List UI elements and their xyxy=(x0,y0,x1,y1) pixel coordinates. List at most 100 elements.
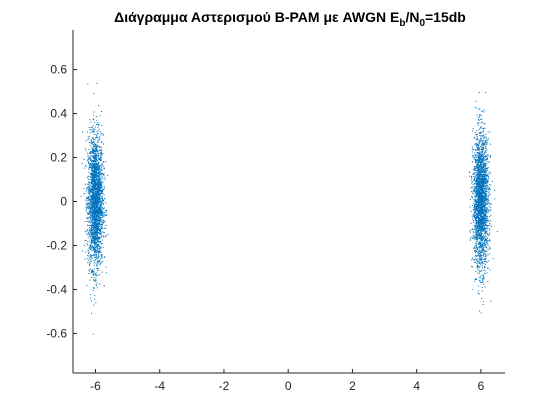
scatter-point-cluster-2 xyxy=(473,179,475,180)
scatter-point-cluster-2 xyxy=(482,243,484,245)
scatter-point-cluster-1 xyxy=(89,151,91,153)
scatter-point-cluster-1 xyxy=(101,202,103,204)
scatter-point-cluster-1 xyxy=(93,218,95,220)
scatter-point-cluster-2 xyxy=(482,210,484,212)
scatter-point-cluster-2 xyxy=(480,244,481,246)
scatter-point-cluster-2 xyxy=(483,252,484,254)
scatter-point-cluster-2 xyxy=(479,204,481,206)
scatter-point-cluster-2 xyxy=(478,174,480,176)
scatter-point-cluster-2 xyxy=(480,155,482,157)
scatter-point-cluster-2 xyxy=(482,228,484,230)
scatter-point-cluster-1 xyxy=(91,232,93,233)
scatter-point-cluster-2 xyxy=(485,171,487,173)
scatter-point-cluster-1 xyxy=(92,209,94,211)
scatter-point-cluster-2 xyxy=(485,228,487,230)
scatter-point-cluster-1 xyxy=(100,181,102,183)
scatter-point-cluster-1 xyxy=(87,198,88,199)
scatter-point-cluster-1 xyxy=(94,299,96,300)
scatter-point-cluster-2 xyxy=(477,180,479,182)
scatter-point-cluster-1 xyxy=(97,193,99,195)
scatter-point-cluster-1 xyxy=(100,262,102,264)
scatter-point-cluster-2 xyxy=(476,221,478,223)
scatter-point-cluster-2 xyxy=(479,235,481,237)
scatter-point-cluster-1 xyxy=(93,203,94,205)
scatter-point-cluster-2 xyxy=(478,158,480,160)
scatter-point-cluster-2 xyxy=(483,250,485,252)
scatter-point-cluster-1 xyxy=(92,164,94,166)
scatter-point-cluster-2 xyxy=(484,201,486,203)
scatter-point-cluster-1 xyxy=(91,197,93,199)
scatter-point-cluster-1 xyxy=(96,219,98,221)
scatter-point-cluster-1 xyxy=(94,162,96,164)
scatter-point-cluster-2 xyxy=(485,193,486,195)
scatter-point-cluster-2 xyxy=(478,290,479,292)
scatter-point-cluster-2 xyxy=(482,239,484,241)
scatter-point-cluster-1 xyxy=(91,174,93,175)
scatter-point-cluster-1 xyxy=(100,224,102,226)
scatter-point-cluster-1 xyxy=(105,228,107,230)
scatter-point-cluster-2 xyxy=(488,203,490,205)
scatter-point-cluster-1 xyxy=(102,143,104,145)
scatter-point-cluster-2 xyxy=(475,176,477,178)
scatter-point-cluster-2 xyxy=(481,262,482,264)
scatter-point-cluster-2 xyxy=(476,176,478,178)
scatter-point-cluster-2 xyxy=(479,219,481,221)
scatter-point-cluster-1 xyxy=(88,203,90,204)
scatter-point-cluster-2 xyxy=(487,242,489,244)
scatter-point-cluster-1 xyxy=(99,231,101,233)
scatter-point-cluster-2 xyxy=(486,226,488,228)
scatter-point-cluster-1 xyxy=(88,200,90,202)
scatter-point-cluster-1 xyxy=(97,169,99,170)
scatter-point-cluster-1 xyxy=(95,191,97,193)
scatter-point-cluster-1 xyxy=(100,246,102,248)
scatter-point-cluster-1 xyxy=(101,200,103,202)
scatter-point-cluster-2 xyxy=(486,220,488,222)
scatter-point-cluster-1 xyxy=(92,198,93,200)
scatter-point-cluster-2 xyxy=(477,234,479,236)
scatter-point-cluster-1 xyxy=(91,168,93,170)
scatter-point-cluster-1 xyxy=(103,222,104,224)
scatter-point-cluster-1 xyxy=(95,168,97,170)
scatter-point-cluster-1 xyxy=(100,228,102,230)
scatter-point-cluster-2 xyxy=(484,222,486,224)
scatter-point-cluster-2 xyxy=(480,232,482,234)
scatter-point-cluster-1 xyxy=(81,131,83,133)
scatter-point-cluster-2 xyxy=(477,261,479,263)
scatter-point-cluster-2 xyxy=(485,258,487,259)
scatter-point-cluster-2 xyxy=(486,167,487,169)
scatter-point-cluster-2 xyxy=(474,231,476,233)
scatter-point-cluster-2 xyxy=(485,142,487,144)
scatter-point-cluster-2 xyxy=(489,240,491,242)
scatter-point-cluster-2 xyxy=(484,272,486,274)
scatter-point-cluster-1 xyxy=(101,125,103,127)
scatter-point-cluster-1 xyxy=(98,105,100,106)
scatter-point-cluster-1 xyxy=(94,195,96,197)
scatter-point-cluster-1 xyxy=(102,212,104,214)
scatter-point-cluster-1 xyxy=(90,243,92,244)
scatter-point-cluster-2 xyxy=(485,175,487,176)
scatter-point-cluster-2 xyxy=(488,187,490,189)
scatter-point-cluster-1 xyxy=(93,214,95,216)
scatter-point-cluster-2 xyxy=(482,148,484,150)
scatter-point-cluster-1 xyxy=(86,212,88,214)
scatter-point-cluster-1 xyxy=(98,163,99,165)
scatter-point-cluster-1 xyxy=(96,217,98,219)
scatter-point-cluster-1 xyxy=(90,236,92,238)
scatter-point-cluster-1 xyxy=(93,172,95,173)
scatter-point-cluster-2 xyxy=(483,246,485,248)
scatter-point-cluster-2 xyxy=(482,142,484,144)
scatter-point-cluster-1 xyxy=(93,304,95,306)
scatter-point-cluster-2 xyxy=(488,253,490,255)
scatter-point-cluster-2 xyxy=(484,156,486,158)
scatter-point-cluster-1 xyxy=(95,302,97,304)
scatter-point-cluster-1 xyxy=(103,215,105,217)
scatter-point-cluster-2 xyxy=(487,139,489,141)
scatter-point-cluster-1 xyxy=(90,188,92,190)
scatter-point-cluster-2 xyxy=(486,143,488,145)
scatter-point-cluster-1 xyxy=(91,240,93,242)
scatter-point-cluster-2 xyxy=(485,92,487,93)
scatter-point-cluster-2 xyxy=(480,196,482,198)
scatter-point-cluster-2 xyxy=(488,195,489,197)
scatter-point-cluster-1 xyxy=(105,266,107,268)
scatter-point-cluster-1 xyxy=(100,169,102,171)
